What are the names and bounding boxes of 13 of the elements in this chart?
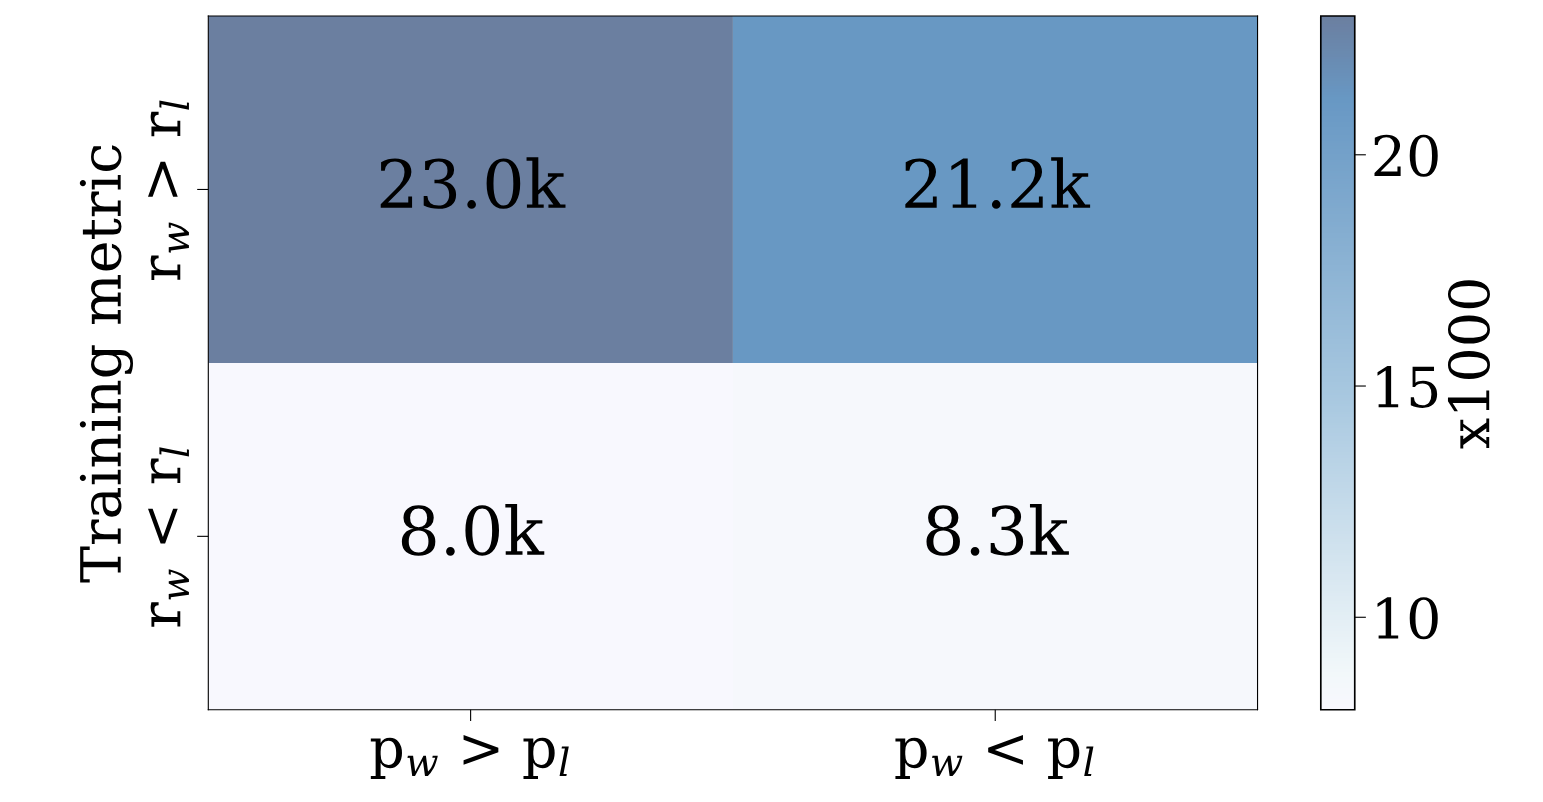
y-tick-label: r$_{w}$ > r$_{l}$ — [148, 100, 189, 280]
x-tick-label: p$_{w}$ > p$_{l}$ — [370, 735, 569, 779]
color-bar-label: 15 — [1377, 365, 1438, 408]
color-bar-label: 10 — [1377, 597, 1438, 640]
data-label: 23.0k — [380, 157, 566, 209]
data-label: 21.2k — [905, 157, 1091, 209]
x-tick-label: p$_{w}$ < p$_{l}$ — [895, 735, 1094, 779]
y-tick-label: r$_{w}$ < r$_{l}$ — [148, 447, 189, 627]
y-axis-title: Training metric — [79, 145, 134, 583]
color-bar-title: x1000 — [1447, 280, 1490, 449]
color-bar-label: 20 — [1374, 134, 1438, 177]
data-label: 8.0k — [401, 504, 545, 556]
data-label: 8.3k — [926, 504, 1069, 556]
